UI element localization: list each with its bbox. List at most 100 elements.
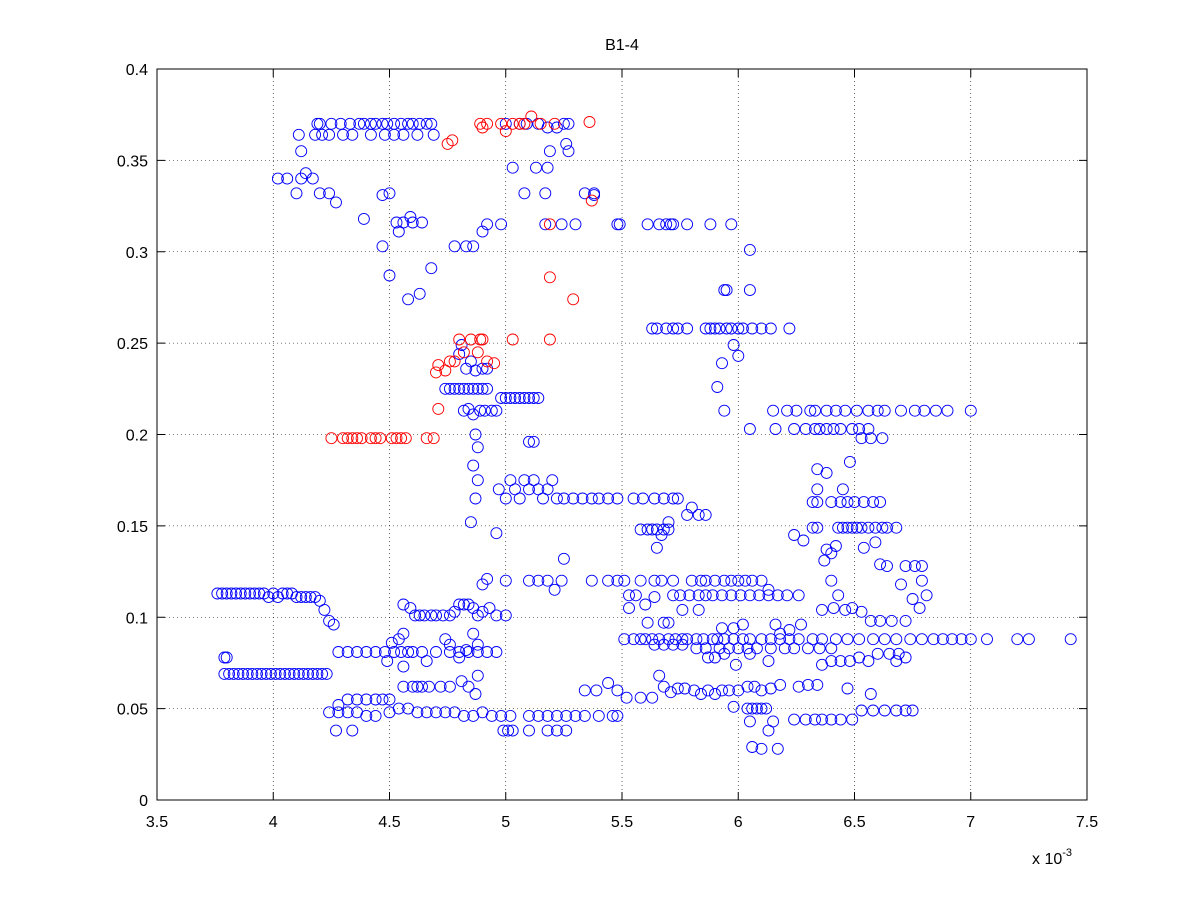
data-point: [523, 574, 535, 587]
data-point: [474, 117, 487, 130]
data-point: [692, 603, 705, 616]
data-point: [323, 614, 336, 627]
data-point: [332, 699, 345, 711]
data-point: [316, 667, 329, 680]
data-point: [402, 293, 415, 306]
data-point: [255, 667, 268, 680]
data-point: [578, 709, 591, 722]
chart-title: B1-4: [605, 37, 639, 54]
data-point: [460, 240, 473, 253]
data-point: [841, 682, 854, 695]
data-point: [569, 709, 582, 722]
data-point: [448, 355, 461, 368]
data-point: [834, 496, 847, 509]
data-point: [448, 240, 461, 253]
data-point: [550, 709, 563, 722]
data-point: [648, 574, 661, 587]
data-point: [762, 583, 775, 596]
data-point: [541, 709, 554, 722]
data-point: [420, 655, 433, 668]
data-point: [560, 709, 573, 722]
data-point: [425, 117, 438, 130]
data-point: [332, 646, 345, 658]
data-point: [527, 435, 540, 448]
data-point: [469, 688, 482, 700]
data-point: [567, 492, 580, 505]
data-point: [906, 704, 919, 717]
data-point: [416, 680, 428, 693]
data-point: [264, 667, 277, 680]
data-point: [432, 402, 445, 415]
data-point: [623, 589, 635, 602]
data-point: [397, 660, 410, 673]
data-point: [474, 404, 487, 417]
data-point: [313, 117, 326, 130]
data-point: [434, 680, 447, 693]
data-point: [576, 492, 589, 505]
data-point: [413, 117, 426, 130]
data-point: [376, 693, 389, 706]
data-point: [471, 669, 484, 682]
data-point: [755, 322, 768, 335]
data-point: [502, 724, 515, 737]
data-point: [390, 432, 403, 445]
data-point: [964, 404, 977, 417]
data-point: [611, 492, 624, 505]
data-point: [955, 633, 968, 646]
data-point: [592, 709, 605, 722]
y-tick-label: 0.1: [126, 610, 148, 627]
data-point: [646, 322, 659, 335]
data-point: [908, 404, 921, 417]
data-point: [332, 706, 345, 719]
y-tick-label: 0.15: [117, 519, 148, 536]
data-point: [797, 534, 810, 547]
data-point: [804, 404, 817, 417]
data-point: [430, 609, 442, 622]
data-point: [890, 521, 903, 534]
data-point: [530, 161, 542, 174]
data-point: [397, 680, 410, 693]
data-point: [569, 218, 582, 231]
data-point: [829, 404, 842, 417]
x-tick-label: 7.5: [1076, 814, 1098, 831]
series-2: [325, 110, 598, 445]
data-point: [532, 709, 545, 722]
data-point: [425, 609, 438, 622]
data-point: [476, 605, 489, 618]
data-point: [899, 560, 912, 573]
data-point: [381, 655, 394, 668]
data-point: [399, 432, 412, 445]
data-point: [523, 709, 535, 722]
data-point: [769, 423, 782, 435]
data-point: [381, 117, 394, 130]
data-point: [490, 404, 503, 417]
data-point: [855, 704, 868, 717]
data-point: [218, 651, 231, 664]
data-point: [641, 616, 654, 629]
data-point: [834, 713, 847, 726]
data-point: [697, 633, 710, 646]
data-point: [590, 684, 603, 697]
data-point: [497, 724, 510, 737]
data-point: [448, 382, 461, 395]
data-point: [506, 161, 519, 174]
data-point: [467, 459, 480, 472]
data-point: [309, 591, 322, 604]
data-point: [820, 404, 833, 417]
data-point: [806, 496, 819, 509]
data-point: [746, 322, 759, 335]
data-point: [690, 633, 703, 646]
data-point: [748, 680, 761, 693]
data-point: [634, 691, 647, 704]
data-point: [292, 667, 305, 680]
data-point: [457, 382, 470, 395]
data-point: [918, 404, 931, 417]
data-point: [583, 116, 596, 128]
data-point: [457, 709, 470, 722]
data-point: [453, 651, 466, 664]
data-point: [476, 382, 489, 395]
data-point: [346, 724, 359, 737]
data-point: [706, 633, 719, 646]
data-point: [337, 432, 349, 445]
data-point: [725, 322, 738, 335]
